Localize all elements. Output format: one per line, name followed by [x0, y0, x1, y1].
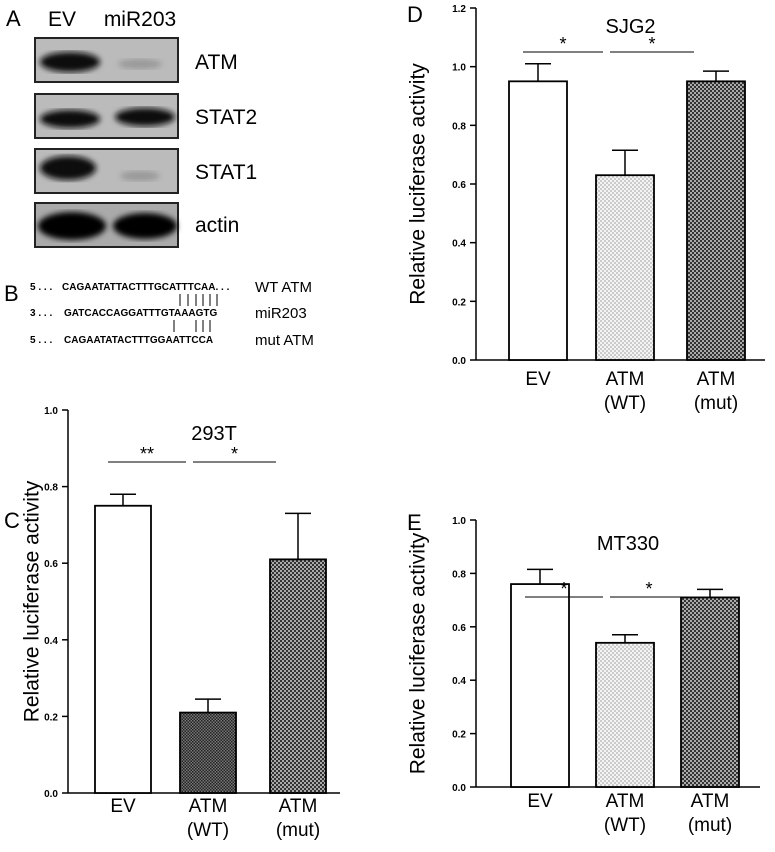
x-tick-label: EV	[527, 791, 553, 812]
sequence: GATCACCAGGATTTGTAAAGTG	[64, 308, 218, 319]
bar	[179, 711, 237, 794]
chart-title: MT330	[597, 533, 659, 555]
lane-label: EV	[48, 8, 76, 31]
protein-label: actin	[195, 214, 239, 237]
sequence: CAGAATATTACTTTGCATTTCAA. . .	[62, 282, 230, 293]
y-tick-label: 1.2	[452, 4, 466, 15]
x-tick-label: EV	[525, 369, 551, 390]
bar	[508, 80, 568, 361]
pairing-lines	[173, 294, 218, 332]
y-tick-label: 0.6	[452, 180, 466, 191]
y-axis-label: Relative luciferase activity	[406, 63, 429, 305]
panel-letter: C	[4, 508, 20, 533]
y-axis-label: Relative luciferase activity	[20, 480, 43, 722]
bar	[269, 558, 327, 794]
y-tick-label: 0.6	[452, 623, 466, 634]
y-tick-label: 0.8	[44, 483, 58, 494]
protein-label: ATM	[195, 51, 238, 74]
y-tick-label: 0.4	[452, 676, 466, 687]
x-tick-label: ATM (WT)	[604, 791, 646, 836]
lane-label: miR203	[104, 8, 176, 31]
significance-label: *	[560, 579, 567, 599]
protein-label: STAT2	[195, 106, 257, 129]
significance-label: **	[140, 444, 154, 464]
y-tick-label: 0.0	[452, 783, 466, 794]
y-tick-label: 1.0	[452, 516, 466, 527]
x-tick-label: ATM (mut)	[276, 796, 320, 841]
y-tick-label: 0.0	[44, 789, 58, 800]
significance-label: *	[559, 34, 566, 54]
y-tick-label: 0.8	[452, 569, 466, 580]
panel-letter: D	[407, 2, 423, 27]
y-tick-label: 0.8	[452, 121, 466, 132]
chart-title: SJG2	[605, 16, 655, 38]
sequence: CAGAATATACTTTGGAATTCCA	[64, 335, 213, 346]
x-tick-label: ATM (mut)	[694, 369, 738, 414]
x-tick-label: ATM (WT)	[187, 796, 229, 841]
y-tick-label: 1.0	[452, 63, 466, 74]
bar	[510, 583, 570, 788]
sequence-name: miR203	[255, 305, 307, 322]
sequence-prefix: 5 . . .	[30, 335, 52, 346]
y-axis-label: Relative luciferase activity	[406, 532, 429, 774]
y-tick-label: 0.0	[452, 356, 466, 367]
x-tick-label: ATM (WT)	[604, 369, 646, 414]
sequence-name: mut ATM	[255, 332, 314, 349]
sequence-prefix: 3 . . .	[30, 308, 52, 319]
bar	[680, 596, 740, 788]
bar	[595, 174, 655, 361]
panel-letter: B	[4, 281, 19, 306]
bar	[94, 504, 152, 794]
blot	[34, 37, 179, 248]
significance-label: *	[648, 34, 655, 54]
y-tick-label: 1.0	[44, 406, 58, 417]
y-tick-label: 0.4	[44, 636, 58, 647]
panel-letter: E	[407, 510, 422, 535]
significance-label: *	[231, 444, 238, 464]
x-tick-label: ATM (mut)	[688, 791, 732, 836]
y-tick-label: 0.2	[44, 712, 58, 723]
significance-label: *	[645, 579, 652, 599]
chart-title: 293T	[191, 423, 237, 445]
panel-letter: A	[6, 6, 21, 31]
y-tick-label: 0.6	[44, 559, 58, 570]
y-tick-label: 0.2	[452, 297, 466, 308]
y-tick-label: 0.2	[452, 730, 466, 741]
x-tick-label: EV	[110, 796, 136, 817]
bar	[595, 641, 655, 788]
y-tick-label: 0.4	[452, 239, 466, 250]
sequence-name: WT ATM	[255, 279, 312, 296]
protein-label: STAT1	[195, 161, 257, 184]
bar	[686, 80, 746, 361]
sequence-prefix: 5 . . .	[30, 282, 52, 293]
